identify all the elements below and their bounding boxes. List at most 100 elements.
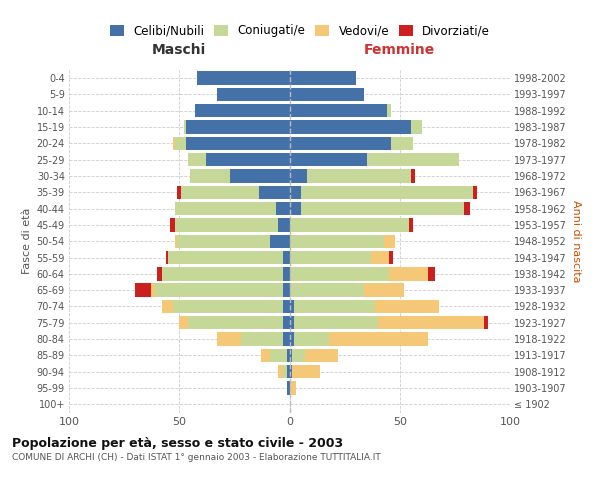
Bar — [290, 136, 391, 150]
Bar — [301, 186, 473, 199]
Bar — [290, 382, 296, 394]
Bar — [290, 186, 301, 199]
Bar — [194, 104, 290, 118]
Text: Popolazione per età, sesso e stato civile - 2003: Popolazione per età, sesso e stato civil… — [12, 438, 343, 450]
Bar — [175, 202, 276, 215]
Bar — [385, 234, 395, 248]
Bar — [364, 284, 404, 297]
Bar — [230, 170, 290, 182]
Bar — [290, 234, 385, 248]
Bar — [389, 251, 393, 264]
Text: COMUNE DI ARCHI (CH) - Dati ISTAT 1° gennaio 2003 - Elaborazione TUTTITALIA.IT: COMUNE DI ARCHI (CH) - Dati ISTAT 1° gen… — [12, 452, 381, 462]
Bar — [287, 365, 290, 378]
Bar — [367, 153, 459, 166]
Bar — [294, 316, 378, 330]
Bar — [290, 251, 371, 264]
Bar — [292, 365, 320, 378]
Legend: Celibi/Nubili, Coniugati/e, Vedovi/e, Divorziati/e: Celibi/Nubili, Coniugati/e, Vedovi/e, Di… — [106, 21, 494, 41]
Bar — [290, 348, 292, 362]
Bar — [269, 234, 290, 248]
Bar — [283, 300, 290, 313]
Bar — [269, 348, 287, 362]
Bar — [389, 267, 428, 280]
Bar — [294, 332, 329, 346]
Bar — [428, 267, 435, 280]
Bar — [378, 316, 484, 330]
Bar — [261, 348, 269, 362]
Bar — [287, 382, 290, 394]
Bar — [190, 170, 230, 182]
Bar — [464, 202, 470, 215]
Bar — [371, 251, 389, 264]
Bar — [292, 348, 305, 362]
Bar — [283, 251, 290, 264]
Bar — [217, 88, 290, 101]
Bar — [290, 88, 364, 101]
Bar — [175, 136, 186, 150]
Y-axis label: Anni di nascita: Anni di nascita — [571, 200, 581, 282]
Bar — [173, 136, 175, 150]
Bar — [175, 234, 177, 248]
Bar — [290, 72, 356, 85]
Bar — [181, 186, 259, 199]
Text: Femmine: Femmine — [364, 44, 436, 58]
Bar — [276, 202, 290, 215]
Bar — [290, 365, 292, 378]
Bar — [179, 316, 188, 330]
Bar — [290, 170, 307, 182]
Bar — [197, 72, 290, 85]
Bar — [287, 348, 290, 362]
Bar — [135, 284, 151, 297]
Bar — [184, 120, 186, 134]
Bar — [186, 120, 290, 134]
Bar — [290, 332, 294, 346]
Bar — [283, 316, 290, 330]
Bar — [305, 348, 338, 362]
Bar — [290, 218, 409, 232]
Bar — [177, 186, 181, 199]
Bar — [157, 267, 161, 280]
Bar — [168, 251, 283, 264]
Bar — [283, 267, 290, 280]
Bar — [290, 267, 389, 280]
Bar — [473, 186, 477, 199]
Bar — [411, 170, 415, 182]
Bar — [294, 300, 376, 313]
Bar — [290, 104, 386, 118]
Bar — [307, 170, 411, 182]
Bar — [241, 332, 283, 346]
Text: Maschi: Maschi — [152, 44, 206, 58]
Bar — [278, 365, 283, 378]
Bar — [290, 284, 364, 297]
Bar — [290, 202, 301, 215]
Bar — [177, 234, 269, 248]
Bar — [175, 218, 278, 232]
Bar — [290, 316, 294, 330]
Bar — [151, 284, 155, 297]
Bar — [217, 332, 241, 346]
Bar — [186, 136, 290, 150]
Bar — [376, 300, 439, 313]
Bar — [278, 218, 290, 232]
Bar — [290, 300, 294, 313]
Bar — [409, 218, 413, 232]
Bar — [329, 332, 428, 346]
Bar — [188, 316, 283, 330]
Bar — [161, 267, 283, 280]
Bar — [283, 284, 290, 297]
Bar — [155, 284, 283, 297]
Bar — [283, 332, 290, 346]
Bar — [206, 153, 290, 166]
Bar — [484, 316, 488, 330]
Bar — [411, 120, 422, 134]
Bar — [386, 104, 391, 118]
Bar — [391, 136, 413, 150]
Bar — [283, 365, 287, 378]
Bar — [188, 153, 206, 166]
Bar — [170, 218, 175, 232]
Bar — [173, 300, 283, 313]
Bar — [161, 300, 173, 313]
Bar — [259, 186, 290, 199]
Bar — [290, 120, 411, 134]
Y-axis label: Fasce di età: Fasce di età — [22, 208, 32, 274]
